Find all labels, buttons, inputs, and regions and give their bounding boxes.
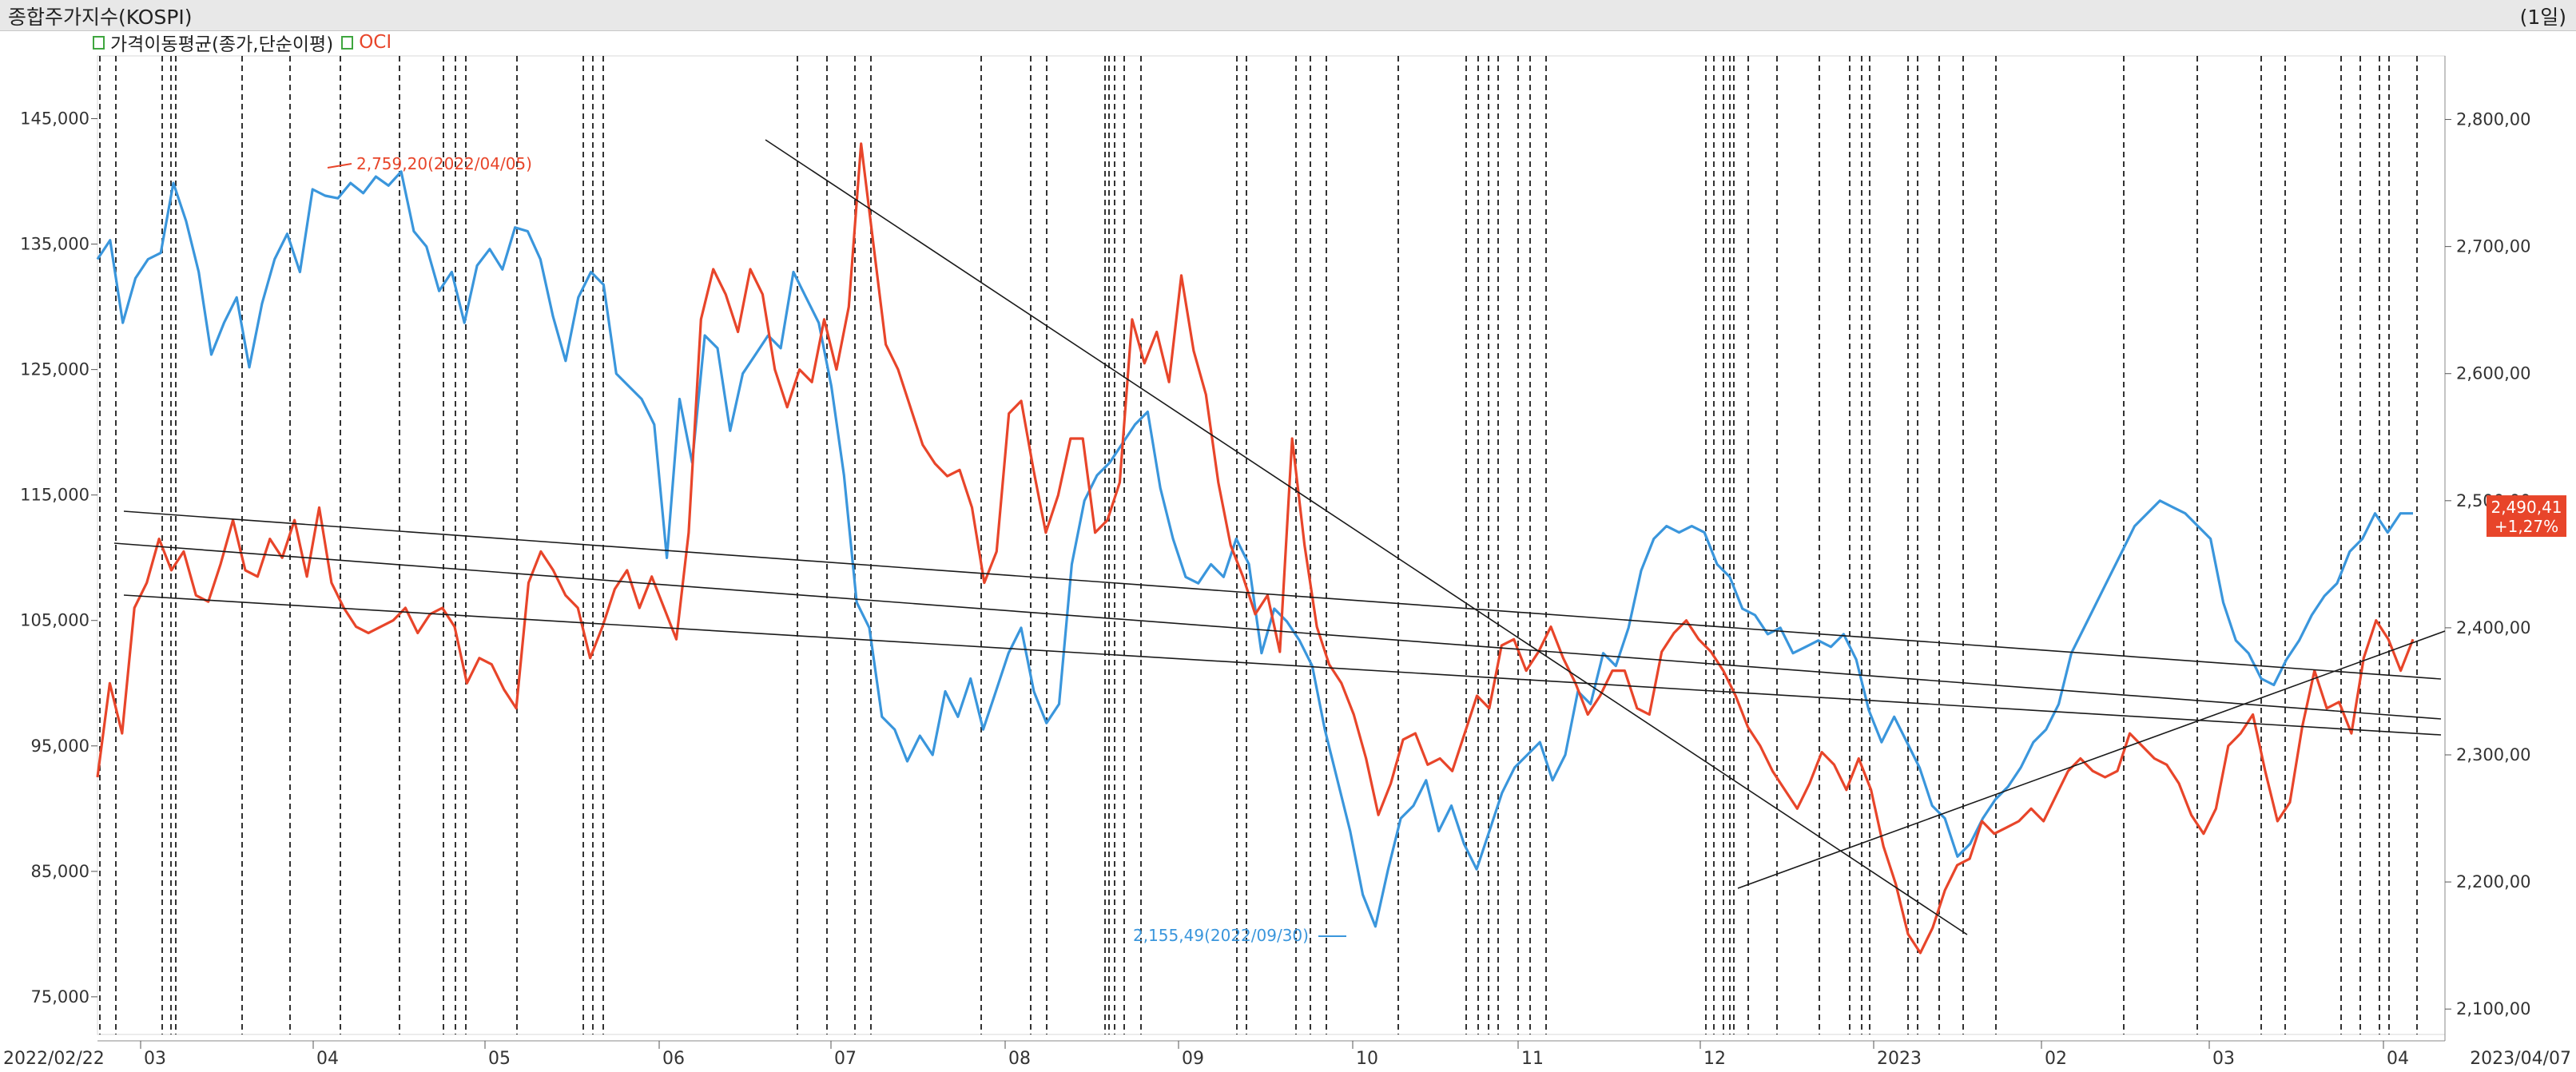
legend-overlay-label: OCI (359, 32, 392, 53)
x-tick-label: 09 (1182, 1049, 1204, 1069)
left-tick-label: 85,000 (31, 862, 89, 881)
plot-area (97, 55, 2446, 1035)
left-tick-label: 95,000 (31, 737, 89, 756)
x-tick-label: 2023 (1877, 1049, 1922, 1069)
right-tick-label: 2,100,00 (2456, 999, 2531, 1018)
trend-line (765, 139, 1968, 935)
x-end-label: 2023/04/07 (2470, 1049, 2571, 1069)
max-annotation: 2,759,20(2022/04/05) (356, 154, 532, 173)
x-tick-label: 10 (1356, 1049, 1378, 1069)
x-tick-label: 03 (144, 1049, 166, 1069)
left-tick-label: 105,000 (20, 611, 89, 630)
title-bar: 종합주가지수(KOSPI) (1일) (0, 0, 2576, 31)
x-tick-label: 04 (316, 1049, 339, 1069)
x-tick-label: 05 (488, 1049, 511, 1069)
left-tick-label: 145,000 (20, 109, 89, 129)
kospi-series-line (96, 170, 2413, 928)
chart-title: 종합주가지수(KOSPI) (8, 6, 193, 29)
x-tick-label: 03 (2212, 1049, 2235, 1069)
x-tick-label: 12 (1703, 1049, 1726, 1069)
right-tick-label: 2,200,00 (2456, 872, 2531, 891)
legend-indicator-label: 가격이동평균(종가,단순이평) (110, 34, 334, 55)
legend: 가격이동평균(종가,단순이평) OCI (93, 30, 392, 55)
price-tag-change: +1,27% (2495, 517, 2558, 536)
x-tick-label: 02 (2045, 1049, 2067, 1069)
left-tick-label: 75,000 (31, 987, 89, 1006)
price-tag-value: 2,490,41 (2491, 498, 2562, 517)
x-tick-label: 06 (662, 1049, 685, 1069)
right-tick-label: 2,300,00 (2456, 745, 2531, 764)
x-tick-label: 11 (1521, 1049, 1544, 1069)
checkbox-icon[interactable] (341, 35, 354, 50)
annotation-leader (327, 163, 352, 169)
x-tick-label: 07 (834, 1049, 857, 1069)
x-start-label: 2022/02/22 (3, 1049, 105, 1069)
left-tick-label: 135,000 (20, 235, 89, 254)
right-tick-label: 2,800,00 (2456, 110, 2531, 129)
min-annotation: 2,155,49(2022/09/30) (1133, 926, 1309, 945)
right-tick-label: 2,400,00 (2456, 618, 2531, 637)
trend-line (123, 594, 2442, 736)
trend-line (123, 510, 2442, 680)
x-tick-label: 04 (2387, 1049, 2409, 1069)
trend-line (113, 542, 2442, 720)
left-tick-label: 115,000 (20, 486, 89, 505)
price-tag-box (2487, 495, 2566, 538)
left-tick-label: 125,000 (20, 360, 89, 379)
right-tick-label: 2,600,00 (2456, 364, 2531, 383)
right-tick-label: 2,700,00 (2456, 237, 2531, 256)
oci-series-line (96, 142, 2415, 955)
checkbox-icon[interactable] (93, 35, 105, 50)
trend-line (1737, 630, 2446, 889)
x-tick-label: 08 (1008, 1049, 1031, 1069)
period-label[interactable]: (1일) (2519, 6, 2566, 29)
